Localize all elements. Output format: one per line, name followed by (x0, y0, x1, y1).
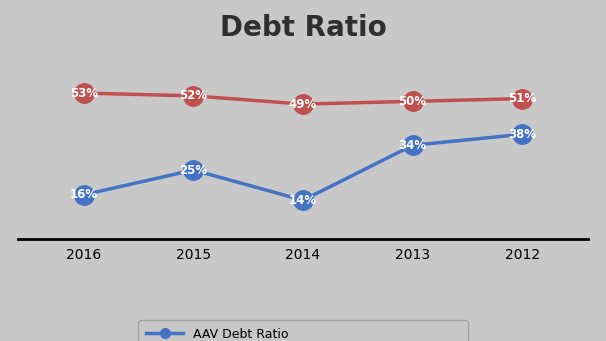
Text: 38%: 38% (508, 128, 536, 141)
Text: 34%: 34% (399, 139, 427, 152)
Text: 50%: 50% (399, 95, 427, 108)
Text: 53%: 53% (70, 87, 98, 100)
Text: 25%: 25% (179, 164, 207, 177)
Legend: AAV Debt Ratio, EOG Resources, Inc. (NYS: EOG)Debt Ratio: AAV Debt Ratio, EOG Resources, Inc. (NYS… (138, 320, 468, 341)
Text: 16%: 16% (70, 188, 98, 201)
Text: 49%: 49% (289, 98, 317, 110)
Text: 51%: 51% (508, 92, 536, 105)
Text: 14%: 14% (289, 194, 317, 207)
Text: Debt Ratio: Debt Ratio (219, 14, 387, 42)
Text: 52%: 52% (179, 89, 207, 102)
